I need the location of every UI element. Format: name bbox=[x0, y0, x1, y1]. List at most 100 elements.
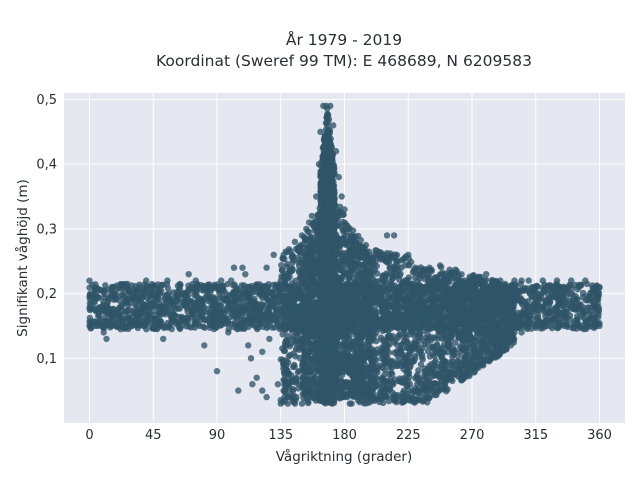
data-point bbox=[425, 278, 433, 285]
data-point bbox=[405, 262, 413, 269]
data-point bbox=[200, 282, 207, 290]
data-point bbox=[419, 312, 427, 320]
data-point bbox=[286, 301, 293, 308]
data-point bbox=[265, 323, 272, 330]
data-point bbox=[443, 327, 451, 334]
data-point bbox=[533, 314, 540, 321]
data-point bbox=[452, 339, 459, 346]
data-point bbox=[414, 290, 422, 297]
data-point bbox=[168, 325, 175, 333]
data-point bbox=[540, 303, 547, 310]
data-point bbox=[530, 289, 537, 297]
data-point bbox=[449, 327, 456, 335]
data-point bbox=[555, 301, 563, 308]
data-point bbox=[590, 324, 598, 331]
data-point bbox=[542, 313, 549, 320]
data-point bbox=[462, 361, 470, 368]
data-point bbox=[282, 381, 290, 388]
data-point bbox=[438, 298, 445, 306]
data-point bbox=[219, 317, 226, 324]
data-point bbox=[424, 348, 432, 355]
data-point bbox=[391, 317, 399, 324]
data-point bbox=[537, 319, 545, 326]
data-point bbox=[463, 321, 470, 329]
data-point bbox=[526, 304, 533, 312]
data-point bbox=[407, 326, 415, 334]
data-point bbox=[155, 300, 163, 307]
data-point bbox=[379, 327, 387, 335]
data-point bbox=[427, 337, 435, 344]
data-point bbox=[110, 305, 117, 312]
data-point bbox=[225, 319, 232, 327]
data-point bbox=[213, 283, 220, 290]
data-point bbox=[498, 318, 505, 326]
data-point bbox=[279, 356, 287, 364]
data-point bbox=[134, 324, 142, 332]
data-point bbox=[399, 297, 406, 304]
data-point bbox=[288, 265, 296, 272]
data-point bbox=[142, 303, 149, 310]
data-point bbox=[438, 264, 445, 271]
data-point bbox=[562, 308, 569, 315]
data-point bbox=[260, 311, 268, 319]
data-point bbox=[389, 253, 396, 260]
data-point bbox=[231, 319, 239, 326]
data-point bbox=[403, 338, 410, 345]
data-point bbox=[183, 294, 190, 301]
data-point bbox=[284, 260, 291, 268]
data-point bbox=[116, 323, 124, 330]
data-point bbox=[280, 282, 287, 289]
data-point bbox=[375, 298, 382, 305]
data-point bbox=[572, 306, 580, 313]
data-point bbox=[272, 299, 279, 306]
data-point bbox=[549, 307, 557, 314]
data-point bbox=[421, 369, 428, 376]
data-point bbox=[441, 380, 449, 387]
data-point bbox=[386, 370, 393, 378]
data-point bbox=[508, 283, 515, 291]
data-point bbox=[113, 282, 121, 289]
data-point bbox=[399, 398, 407, 406]
data-point bbox=[394, 353, 401, 360]
data-point bbox=[292, 310, 299, 318]
data-point bbox=[116, 304, 123, 311]
data-point bbox=[282, 370, 289, 377]
data-point bbox=[446, 320, 453, 327]
data-point bbox=[223, 296, 231, 303]
data-point bbox=[408, 294, 415, 301]
data-point bbox=[419, 356, 426, 363]
data-point bbox=[290, 318, 298, 325]
data-point bbox=[562, 289, 569, 296]
data-point bbox=[229, 310, 236, 317]
data-point bbox=[439, 290, 446, 298]
data-point bbox=[129, 295, 137, 302]
data-point bbox=[193, 292, 200, 300]
data-point bbox=[284, 332, 291, 340]
data-point bbox=[577, 301, 584, 308]
data-point bbox=[91, 286, 99, 293]
data-point bbox=[375, 317, 382, 325]
data-point bbox=[468, 305, 475, 312]
data-point bbox=[93, 321, 100, 328]
data-point bbox=[134, 294, 141, 301]
data-point bbox=[541, 288, 548, 295]
data-point bbox=[176, 286, 184, 293]
data-point bbox=[102, 282, 109, 289]
data-point bbox=[101, 287, 108, 294]
data-point bbox=[576, 283, 583, 290]
data-point bbox=[416, 296, 423, 303]
data-point bbox=[245, 286, 252, 293]
data-point bbox=[102, 319, 110, 326]
data-point bbox=[391, 300, 398, 308]
data-point bbox=[520, 311, 527, 318]
data-point bbox=[183, 314, 190, 321]
data-point bbox=[590, 284, 598, 291]
data-point bbox=[522, 320, 529, 327]
data-point bbox=[108, 322, 115, 330]
data-point bbox=[112, 292, 119, 300]
data-point bbox=[583, 320, 590, 327]
data-point bbox=[470, 295, 477, 302]
data-point bbox=[191, 308, 198, 315]
data-point bbox=[572, 293, 579, 300]
